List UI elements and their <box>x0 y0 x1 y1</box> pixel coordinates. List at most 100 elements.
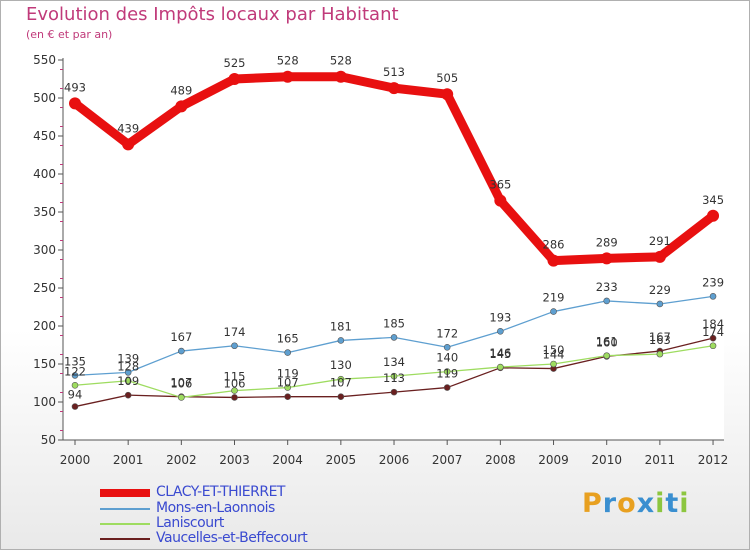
y-tick-label: 150 <box>33 357 56 371</box>
y-tick-label: 250 <box>33 281 56 295</box>
data-label: 107 <box>170 376 192 390</box>
x-tick-label: 2009 <box>538 453 569 467</box>
data-label: 145 <box>489 347 511 361</box>
data-point <box>656 300 664 308</box>
data-label: 174 <box>702 325 724 339</box>
data-label: 291 <box>649 234 671 248</box>
data-label: 365 <box>489 178 511 192</box>
x-tick-label: 2007 <box>432 453 463 467</box>
legend-label: Laniscourt <box>156 515 224 531</box>
logo-letter: i <box>679 488 690 519</box>
logo-letter: t <box>665 488 680 519</box>
data-point <box>178 347 185 355</box>
data-point <box>603 297 611 305</box>
data-point <box>71 403 79 410</box>
data-label: 505 <box>436 71 458 85</box>
data-label: 144 <box>543 348 565 362</box>
data-point <box>231 394 238 401</box>
x-tick-label: 2010 <box>591 453 622 467</box>
x-tick-label: 2000 <box>60 453 91 467</box>
data-point <box>124 369 132 376</box>
data-label: 119 <box>277 367 299 381</box>
data-label: 115 <box>224 370 246 384</box>
data-point <box>550 360 557 368</box>
proxiti-logo: Proxiti <box>582 488 690 519</box>
data-label: 163 <box>649 333 671 347</box>
data-point <box>178 394 185 401</box>
logo-letter: P <box>582 488 603 519</box>
data-point <box>337 337 345 344</box>
data-label: 122 <box>64 364 86 378</box>
data-label: 113 <box>383 371 405 385</box>
data-label: 219 <box>543 291 565 305</box>
legend-label: Mons-en-Laonnois <box>156 500 275 516</box>
data-label: 439 <box>117 121 139 135</box>
data-point <box>124 391 132 399</box>
x-tick-label: 2005 <box>326 453 357 467</box>
data-point <box>71 372 79 379</box>
data-point <box>124 377 132 385</box>
legend-label: Vaucelles-et-Beffecourt <box>156 530 308 546</box>
x-tick-label: 2003 <box>219 453 250 467</box>
data-point <box>656 350 664 358</box>
data-point <box>334 70 347 83</box>
data-label: 185 <box>383 316 405 330</box>
data-point <box>284 384 291 391</box>
data-label: 286 <box>543 238 565 252</box>
y-tick-label: 300 <box>33 243 56 257</box>
data-label: 146 <box>489 346 511 360</box>
y-tick-label: 550 <box>33 53 56 67</box>
data-point <box>497 363 504 371</box>
data-point <box>284 349 291 356</box>
data-point <box>709 334 717 342</box>
data-label: 134 <box>383 355 405 369</box>
data-point <box>443 343 451 351</box>
y-tick-label: 50 <box>41 433 56 447</box>
data-label: 107 <box>277 376 299 390</box>
data-point <box>390 372 398 380</box>
data-label: 233 <box>596 280 618 294</box>
data-label: 160 <box>596 335 618 349</box>
data-label: 489 <box>170 83 192 97</box>
data-label: 94 <box>68 388 83 402</box>
data-point <box>284 393 291 400</box>
data-point <box>388 82 401 95</box>
y-tick-label: 350 <box>33 205 56 219</box>
data-point <box>122 138 135 151</box>
data-label: 193 <box>489 310 511 324</box>
data-point <box>441 88 454 101</box>
data-point <box>550 308 557 315</box>
data-point <box>228 73 241 85</box>
data-label: 167 <box>649 330 671 344</box>
data-point <box>281 70 294 83</box>
logo-letter: i <box>655 488 666 519</box>
data-label: 161 <box>596 335 618 349</box>
data-label: 139 <box>117 351 139 365</box>
data-label: 525 <box>224 56 246 70</box>
chart-title: Evolution des Impôts locaux par Habitant <box>26 4 399 25</box>
data-label: 106 <box>170 376 192 390</box>
data-label: 172 <box>436 326 458 340</box>
logo-letter: r <box>602 488 618 519</box>
data-label: 135 <box>64 354 86 368</box>
legend-swatch <box>100 489 150 497</box>
legend-label: CLACY-ET-THIERRET <box>156 484 285 500</box>
data-label: 140 <box>436 351 458 365</box>
x-tick-label: 2002 <box>166 453 197 467</box>
data-label: 181 <box>330 319 352 333</box>
data-label: 528 <box>330 54 352 68</box>
logo-letter: o <box>617 488 637 519</box>
data-label: 106 <box>224 376 246 390</box>
data-point <box>497 328 504 335</box>
data-label: 239 <box>702 275 724 289</box>
x-tick-label: 2001 <box>113 453 144 467</box>
data-label: 150 <box>543 343 565 357</box>
data-label: 165 <box>277 332 299 346</box>
y-tick-label: 500 <box>33 91 56 105</box>
data-label: 184 <box>702 317 724 331</box>
logo-letter: x <box>636 488 656 519</box>
data-label: 119 <box>436 367 458 381</box>
data-point <box>547 254 560 267</box>
legend-swatch <box>100 538 150 540</box>
data-point <box>337 375 345 383</box>
